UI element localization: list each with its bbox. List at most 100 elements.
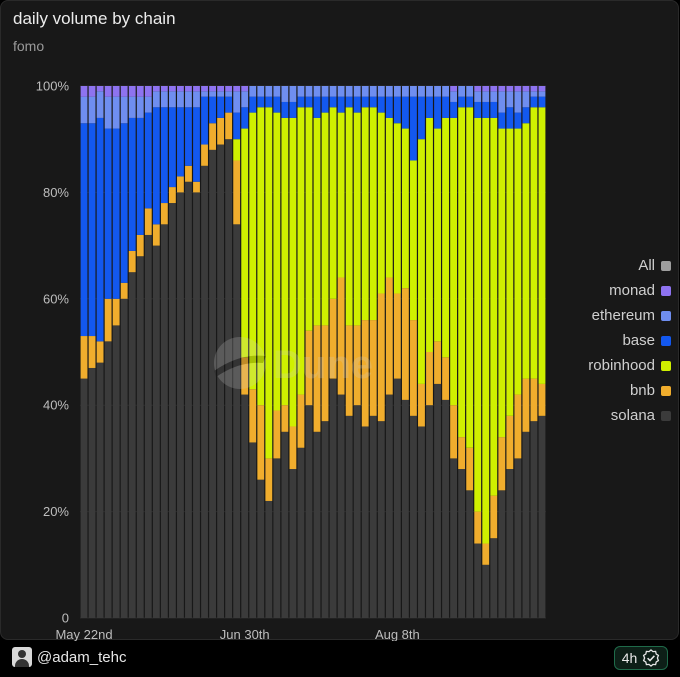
bar-solana[interactable] [241, 394, 249, 618]
bar-monad[interactable] [209, 86, 216, 92]
bar-ethereum[interactable] [506, 91, 514, 108]
bar-monad[interactable] [80, 86, 88, 97]
bar-ethereum[interactable] [442, 86, 449, 97]
bar-solana[interactable] [498, 490, 506, 618]
bar-monad[interactable] [474, 86, 482, 92]
bar-monad[interactable] [177, 86, 184, 92]
bar-base[interactable] [80, 123, 88, 337]
bar-bnb[interactable] [474, 511, 482, 544]
bar-base[interactable] [345, 96, 353, 108]
bar-base[interactable] [233, 112, 241, 140]
bar-base[interactable] [490, 101, 498, 118]
bar-solana[interactable] [426, 405, 433, 618]
bar-bnb[interactable] [88, 336, 96, 368]
bar-base[interactable] [273, 96, 281, 113]
bar-bnb[interactable] [241, 357, 249, 395]
author[interactable]: @adam_tehc [12, 647, 126, 667]
bar-base[interactable] [329, 96, 337, 108]
bar-robinhood[interactable] [369, 107, 377, 321]
bar-robinhood[interactable] [377, 112, 385, 294]
bar-monad[interactable] [160, 86, 168, 92]
bar-bnb[interactable] [273, 410, 281, 459]
bar-base[interactable] [168, 107, 176, 188]
bar-bnb[interactable] [136, 234, 144, 257]
bar-robinhood[interactable] [498, 128, 506, 438]
bar-base[interactable] [410, 96, 417, 161]
bar-base[interactable] [249, 96, 257, 113]
bar-solana[interactable] [160, 224, 168, 618]
bar-ethereum[interactable] [160, 91, 168, 108]
bar-solana[interactable] [144, 234, 152, 618]
bar-bnb[interactable] [313, 325, 321, 432]
bar-ethereum[interactable] [329, 86, 337, 97]
bar-bnb[interactable] [177, 176, 184, 193]
bar-robinhood[interactable] [361, 107, 369, 321]
bar-base[interactable] [321, 96, 329, 113]
bar-bnb[interactable] [128, 250, 136, 273]
bar-base[interactable] [177, 107, 184, 177]
bar-monad[interactable] [152, 86, 160, 92]
bar-solana[interactable] [289, 469, 297, 618]
bar-robinhood[interactable] [474, 117, 482, 512]
bar-ethereum[interactable] [297, 86, 305, 97]
bar-solana[interactable] [458, 469, 466, 618]
bar-base[interactable] [96, 117, 104, 342]
bar-ethereum[interactable] [177, 91, 184, 108]
bar-robinhood[interactable] [418, 139, 425, 384]
bar-ethereum[interactable] [385, 86, 393, 97]
bar-ethereum[interactable] [498, 91, 506, 113]
bar-solana[interactable] [257, 479, 265, 618]
bar-solana[interactable] [185, 181, 192, 618]
bar-solana[interactable] [128, 272, 136, 618]
bar-monad[interactable] [233, 86, 241, 92]
bar-monad[interactable] [482, 86, 490, 92]
bar-solana[interactable] [104, 341, 112, 618]
bar-base[interactable] [88, 123, 96, 337]
bar-robinhood[interactable] [490, 117, 498, 496]
bar-ethereum[interactable] [225, 91, 233, 97]
bar-base[interactable] [450, 101, 458, 118]
bar-base[interactable] [136, 117, 144, 235]
bar-base[interactable] [442, 96, 449, 118]
bar-ethereum[interactable] [522, 91, 530, 108]
bar-base[interactable] [361, 96, 369, 108]
bar-robinhood[interactable] [434, 128, 441, 342]
bar-solana[interactable] [136, 256, 144, 618]
bar-monad[interactable] [217, 86, 225, 92]
bar-monad[interactable] [530, 86, 538, 92]
bar-base[interactable] [434, 96, 441, 129]
bar-base[interactable] [217, 96, 225, 118]
bar-monad[interactable] [185, 86, 192, 92]
bar-ethereum[interactable] [265, 86, 273, 97]
bar-base[interactable] [305, 96, 313, 108]
bar-ethereum[interactable] [514, 91, 522, 113]
bar-robinhood[interactable] [273, 112, 281, 411]
bar-ethereum[interactable] [112, 96, 120, 129]
bar-solana[interactable] [273, 458, 281, 618]
bar-solana[interactable] [112, 325, 120, 618]
bar-solana[interactable] [80, 378, 88, 618]
bar-ethereum[interactable] [217, 91, 225, 97]
bar-ethereum[interactable] [249, 86, 257, 97]
bar-base[interactable] [393, 96, 401, 124]
bar-ethereum[interactable] [353, 86, 361, 97]
bar-solana[interactable] [474, 543, 482, 618]
bar-ethereum[interactable] [257, 86, 265, 97]
bar-bnb[interactable] [514, 394, 522, 459]
bar-base[interactable] [128, 117, 136, 251]
bar-ethereum[interactable] [305, 86, 313, 97]
bar-base[interactable] [369, 96, 377, 108]
bar-bnb[interactable] [96, 341, 104, 363]
bar-bnb[interactable] [530, 378, 538, 422]
bar-base[interactable] [144, 112, 152, 209]
bar-solana[interactable] [233, 224, 241, 618]
bar-monad[interactable] [104, 86, 112, 97]
bar-base[interactable] [474, 101, 482, 118]
bar-solana[interactable] [393, 378, 401, 618]
bar-robinhood[interactable] [466, 107, 474, 448]
bar-solana[interactable] [297, 447, 305, 618]
bar-ethereum[interactable] [530, 91, 538, 97]
bar-monad[interactable] [514, 86, 522, 92]
bar-robinhood[interactable] [337, 112, 345, 278]
bar-solana[interactable] [377, 421, 385, 618]
